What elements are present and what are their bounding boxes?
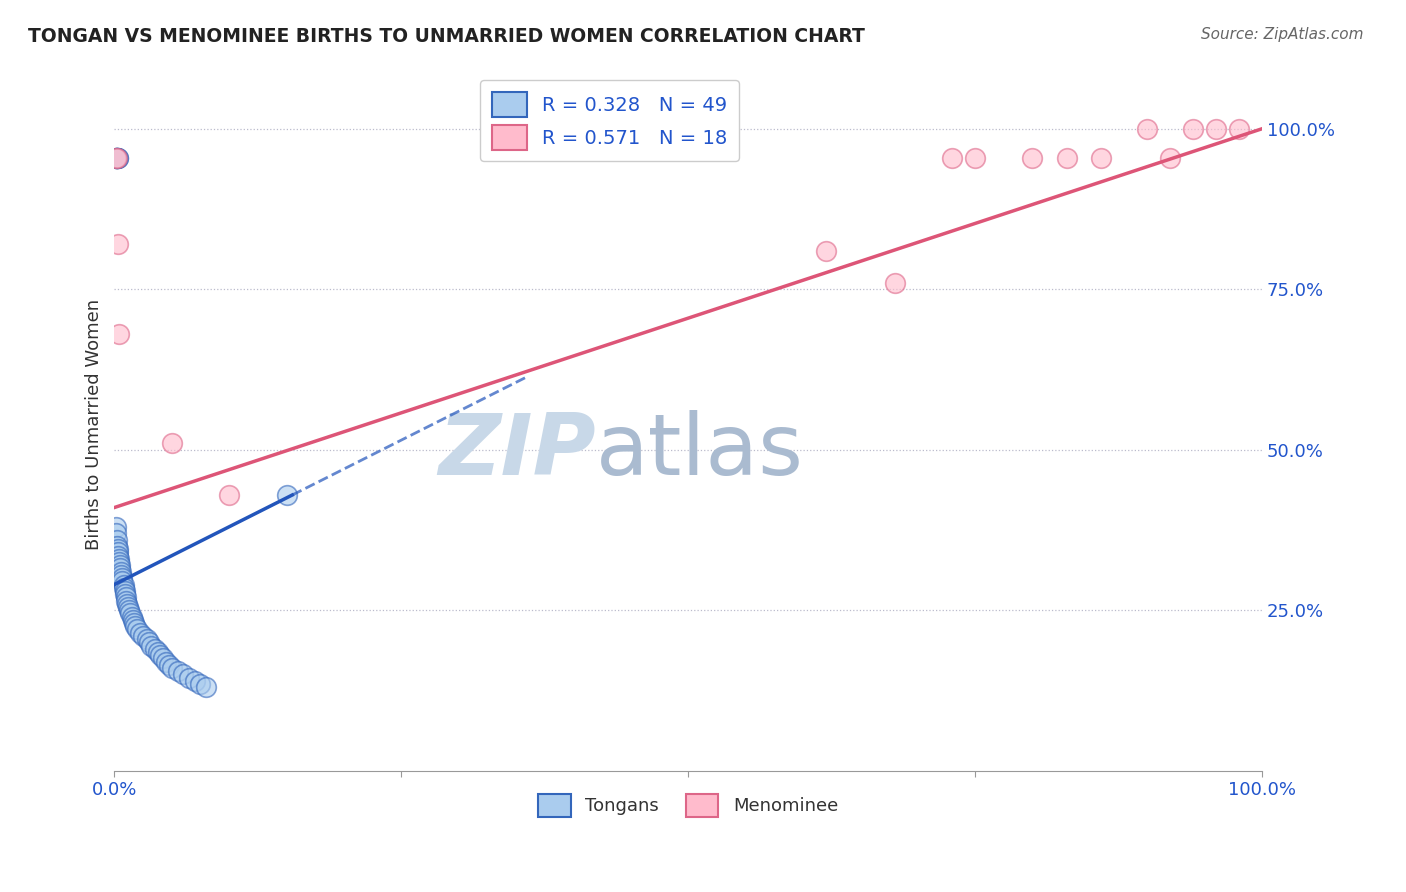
Point (104, 526, 127, 541)
Point (1090, 151, 1112, 165)
Point (110, 565, 132, 579)
Text: TONGAN VS MENOMINEE BIRTHS TO UNMARRIED WOMEN CORRELATION CHART: TONGAN VS MENOMINEE BIRTHS TO UNMARRIED … (28, 27, 865, 45)
Point (104, 151, 127, 165)
Point (108, 555, 131, 569)
Point (105, 151, 128, 165)
Point (152, 651, 174, 665)
Text: atlas: atlas (596, 410, 804, 493)
Point (118, 603, 141, 617)
Point (138, 635, 160, 649)
Point (105, 151, 128, 165)
Point (105, 151, 128, 165)
Point (105, 151, 128, 165)
Point (177, 671, 200, 685)
Point (127, 623, 149, 637)
Point (941, 151, 963, 165)
Point (108, 561, 131, 575)
Point (276, 488, 298, 502)
Point (166, 664, 188, 678)
Text: Source: ZipAtlas.com: Source: ZipAtlas.com (1201, 27, 1364, 42)
Point (112, 577, 135, 591)
Point (108, 552, 131, 566)
Point (218, 488, 240, 502)
Y-axis label: Births to Unmarried Women: Births to Unmarried Women (86, 299, 103, 549)
Point (1227, 121, 1250, 136)
Point (149, 648, 172, 662)
Point (132, 629, 155, 643)
Point (107, 151, 129, 165)
Point (160, 436, 183, 450)
Point (121, 613, 143, 627)
Point (117, 600, 139, 615)
Point (121, 609, 143, 624)
Point (115, 597, 138, 611)
Point (135, 632, 157, 646)
Point (155, 655, 177, 669)
Point (110, 568, 132, 582)
Point (112, 581, 135, 595)
Point (114, 584, 136, 599)
Point (963, 151, 986, 165)
Point (104, 151, 127, 165)
Point (104, 151, 127, 165)
Point (172, 667, 194, 681)
Legend: Tongans, Menominee: Tongans, Menominee (531, 787, 845, 824)
Point (190, 677, 212, 691)
Point (104, 151, 127, 165)
Point (1182, 121, 1205, 136)
Point (107, 549, 129, 563)
Point (1159, 151, 1181, 165)
Text: ZIP: ZIP (439, 410, 596, 493)
Point (1056, 151, 1078, 165)
Point (115, 591, 138, 605)
Point (111, 571, 134, 585)
Point (1205, 121, 1227, 136)
Point (115, 593, 138, 607)
Point (107, 151, 129, 165)
Point (111, 574, 134, 589)
Point (107, 542, 129, 557)
Point (105, 533, 128, 547)
Point (139, 639, 162, 653)
Point (108, 327, 131, 342)
Point (107, 545, 129, 559)
Point (104, 520, 127, 534)
Point (159, 657, 181, 672)
Point (107, 237, 129, 252)
Point (122, 615, 145, 630)
Point (108, 558, 131, 573)
Point (143, 641, 166, 656)
Point (883, 276, 905, 290)
Point (184, 673, 207, 688)
Point (1021, 151, 1043, 165)
Point (160, 661, 183, 675)
Point (114, 587, 136, 601)
Point (120, 607, 142, 621)
Point (1136, 121, 1159, 136)
Point (124, 619, 146, 633)
Point (146, 645, 169, 659)
Point (195, 680, 218, 694)
Point (814, 244, 837, 258)
Point (128, 625, 150, 640)
Point (105, 539, 128, 553)
